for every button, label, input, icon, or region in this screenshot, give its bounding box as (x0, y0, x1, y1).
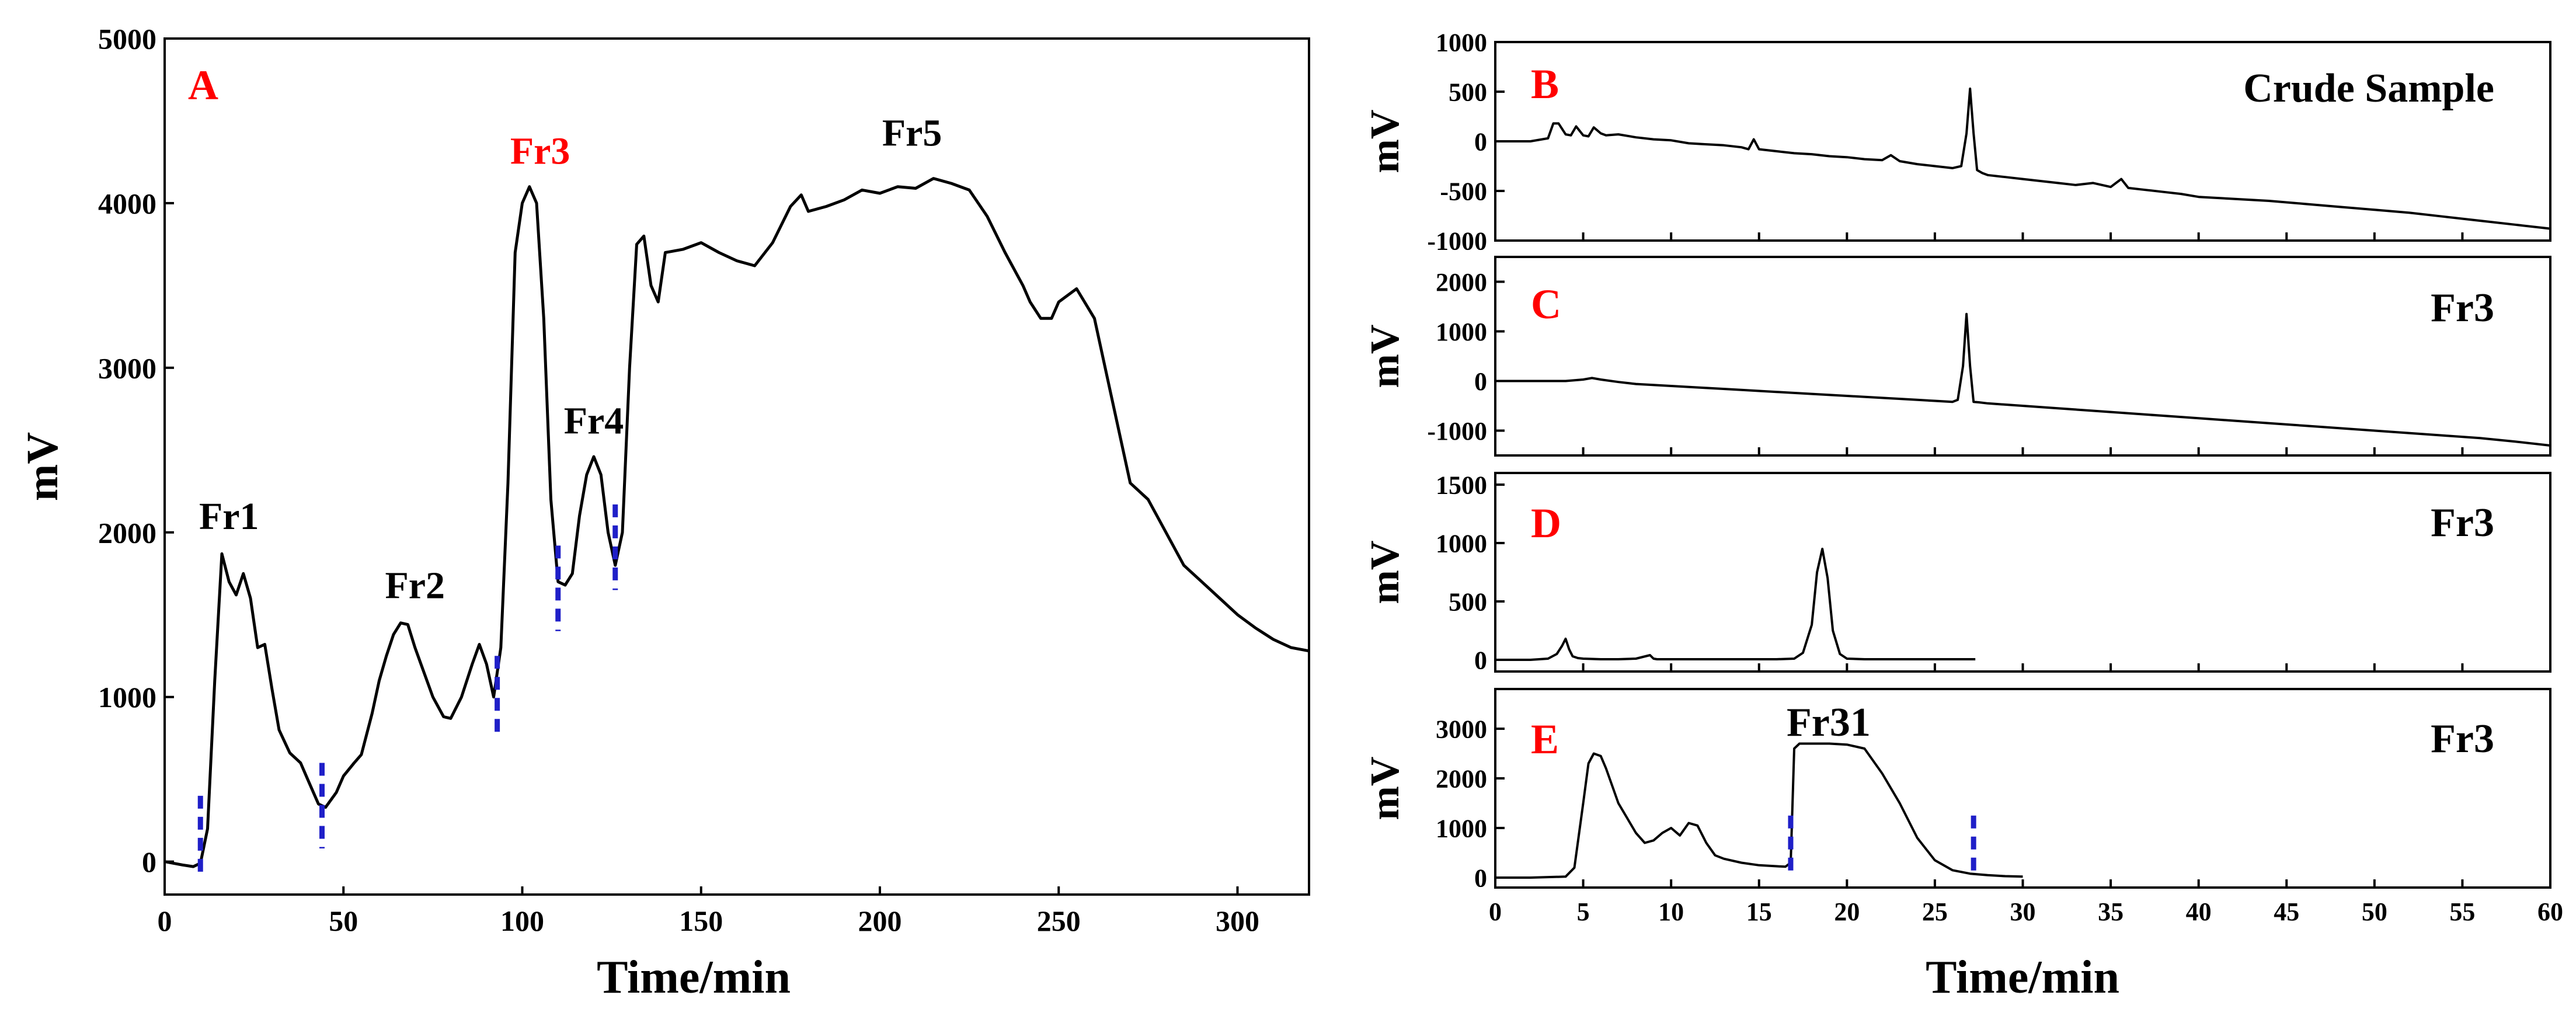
y-tick-label: 1000 (1436, 814, 1487, 843)
x-axis-label: Time/min (597, 952, 791, 1003)
y-axis-label: mV (1363, 325, 1408, 388)
x-tick-label: 45 (2274, 897, 2299, 926)
x-tick-label: 50 (2362, 897, 2387, 926)
chart-panel-d: 0 500 1000 1500 D Fr3 mV (1363, 471, 2551, 674)
x-tick-label: 25 (1922, 897, 1948, 926)
panel-annotation: Crude Sample (2243, 66, 2494, 111)
y-tick-label: 1000 (1436, 318, 1487, 346)
y-axis-ticks: -1000 0 1000 2000 (1427, 268, 1505, 446)
x-tick-label: 10 (1658, 897, 1684, 926)
y-tick-label: -500 (1440, 177, 1487, 206)
x-axis-ticks (1494, 232, 2551, 241)
cut-markers (1788, 815, 1976, 878)
x-tick-label: 150 (679, 904, 723, 937)
x-tick-label: 300 (1216, 904, 1259, 937)
x-axis-ticks (1494, 663, 2551, 671)
x-tick-label: 30 (2010, 897, 2036, 926)
x-tick-label: 250 (1037, 904, 1081, 937)
y-tick-label: 3000 (98, 352, 156, 384)
y-tick-label: 0 (1474, 367, 1487, 396)
y-axis-label: mV (1363, 541, 1408, 604)
panel-annotation: Fr3 (2431, 500, 2494, 545)
y-tick-label: 0 (1474, 127, 1487, 156)
fraction-label: Fr1 (199, 495, 259, 538)
plot-frame (1494, 256, 2551, 457)
y-tick-label: -1000 (1427, 227, 1487, 255)
x-tick-label: 40 (2186, 897, 2212, 926)
panel-annotation: Fr3 (2431, 716, 2494, 761)
y-axis-ticks: 0 500 1000 1500 (1436, 471, 1505, 674)
y-axis-ticks: 0 1000 2000 3000 (1436, 715, 1505, 892)
panel-label: A (188, 62, 218, 109)
chart-panel-b: -1000 -500 0 500 1000 B Crude Sample mV (1363, 28, 2551, 255)
x-tick-label: 0 (158, 904, 172, 937)
fraction-labels: Fr1 Fr2 Fr3 Fr4 Fr5 (199, 112, 942, 607)
cut-markers (197, 504, 618, 875)
y-tick-label: 0 (142, 846, 156, 878)
trace-line (1495, 87, 2551, 230)
x-tick-label: 200 (858, 904, 902, 937)
trace-line (1495, 742, 2023, 879)
trace-line (164, 177, 1310, 868)
fraction-label: Fr4 (564, 400, 624, 443)
y-axis-label: mV (1363, 757, 1408, 820)
x-tick-label: 50 (329, 904, 358, 937)
y-tick-label: 2000 (1436, 268, 1487, 297)
y-axis-label: mV (1363, 110, 1408, 173)
x-tick-label: 20 (1834, 897, 1860, 926)
chart-panel-a: 0 50 100 150 200 250 300 0 1000 2000 3000 4000 5000… (18, 23, 1310, 1003)
peak-label: Fr31 (1787, 700, 1871, 745)
fraction-label: Fr2 (385, 565, 445, 607)
x-axis-ticks: 0 50 100 150 200 250 300 (158, 886, 1259, 937)
x-tick-label: 15 (1746, 897, 1772, 926)
plot-frame (1494, 472, 2551, 673)
fraction-label: Fr5 (882, 112, 942, 154)
trace-line (1495, 312, 2551, 447)
y-tick-label: 5000 (98, 23, 156, 55)
y-tick-label: 4000 (98, 187, 156, 220)
y-tick-label: 0 (1474, 646, 1487, 674)
y-tick-label: 2000 (1436, 764, 1487, 793)
panel-annotation: Fr3 (2431, 286, 2494, 330)
fraction-label: Fr3 (510, 130, 570, 172)
y-tick-label: 0 (1474, 864, 1487, 892)
y-tick-label: 500 (1449, 587, 1487, 616)
y-tick-label: 2000 (98, 516, 156, 549)
x-tick-label: 60 (2537, 897, 2563, 926)
panel-label: D (1531, 500, 1561, 547)
panel-label: C (1531, 281, 1561, 328)
y-tick-label: 1000 (98, 681, 156, 714)
y-axis-label: mV (18, 432, 67, 501)
chart-panel-c: -1000 0 1000 2000 C Fr3 mV (1363, 256, 2551, 457)
y-tick-label: 1000 (1436, 28, 1487, 57)
x-tick-label: 35 (2098, 897, 2124, 926)
plot-frame (1494, 688, 2551, 889)
plot-frame (163, 37, 1310, 896)
trace-line (1495, 548, 1976, 661)
panel-label: B (1531, 61, 1559, 107)
x-tick-label: 55 (2449, 897, 2475, 926)
chart-panel-e: 0 5 10 15 20 25 30 35 40 45 50 55 60 0 1000 2000 3000 E… (1363, 688, 2563, 1003)
x-axis-ticks (1494, 447, 2551, 455)
x-axis-ticks: 0 5 10 15 20 25 30 35 40 45 50 55 60 (1489, 879, 2563, 926)
x-tick-label: 5 (1577, 897, 1590, 926)
y-tick-label: 500 (1449, 78, 1487, 106)
x-axis-label: Time/min (1926, 952, 2119, 1003)
panel-label: E (1531, 716, 1559, 763)
x-tick-label: 100 (500, 904, 544, 937)
x-tick-label: 0 (1489, 897, 1502, 926)
y-axis-ticks: -1000 -500 0 500 1000 (1427, 28, 1505, 255)
y-axis-ticks: 0 1000 2000 3000 4000 5000 (98, 23, 174, 878)
y-tick-label: 1500 (1436, 471, 1487, 499)
y-tick-label: 3000 (1436, 715, 1487, 743)
y-tick-label: -1000 (1427, 417, 1487, 446)
y-tick-label: 1000 (1436, 529, 1487, 558)
